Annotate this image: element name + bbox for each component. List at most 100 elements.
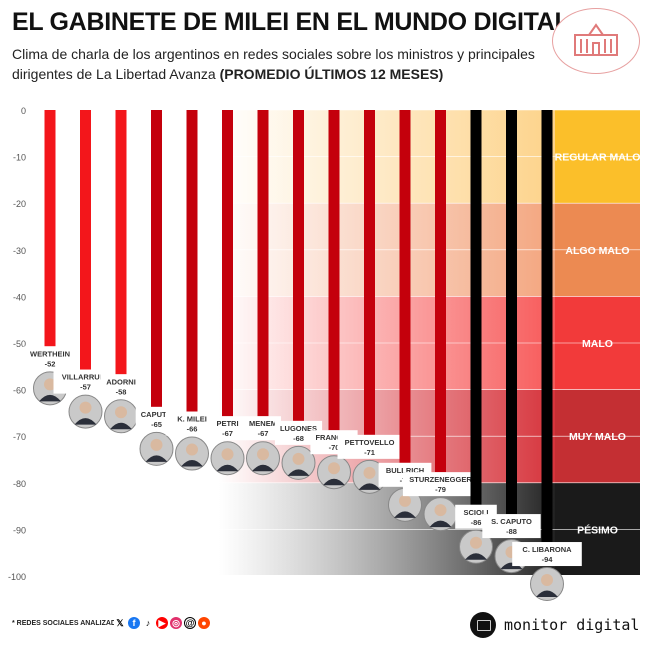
bar <box>541 110 553 543</box>
y-tick-label: -90 <box>13 525 26 535</box>
bar-value-label: -88 <box>506 527 517 536</box>
avatar-head <box>186 443 198 456</box>
bar-value-label: -52 <box>45 359 56 368</box>
avatar-body <box>145 455 168 462</box>
bar <box>257 110 269 417</box>
avatar-body <box>74 418 97 425</box>
band-label: PÉSIMO <box>577 523 618 536</box>
bar-name-label: SCIOLI <box>463 508 488 517</box>
bar-label-box <box>23 346 77 371</box>
footnote: * REDES SOCIALES ANALIZADAS <box>12 620 126 627</box>
bar <box>115 110 127 375</box>
avatar-head <box>363 466 376 479</box>
bar-value-label: -58 <box>116 387 127 396</box>
avatar-body <box>287 469 310 476</box>
avatar-body <box>323 478 345 486</box>
brand-name: monitor digital <box>504 616 640 634</box>
bar <box>399 110 411 463</box>
bar-label-box <box>512 542 582 567</box>
page-title: EL GABINETE DE MILEI EN EL MUNDO DIGITAL <box>12 8 570 36</box>
bar-label-box <box>482 514 541 539</box>
bar-name-label: C. LIBARONA <box>522 545 572 554</box>
bar-name-label: MENEM <box>249 419 277 428</box>
avatar-head <box>257 448 269 461</box>
subtitle: Clima de charla de los argentinos en red… <box>12 44 552 84</box>
bar-name-label: K. MILEI <box>177 415 207 424</box>
bar-name-label: LUGONES <box>280 424 317 433</box>
social-icons: 𝕏 f ♪ ▶ ◎ @ ● <box>114 617 210 629</box>
bar-name-label: PETRI <box>216 419 238 428</box>
x-icon: 𝕏 <box>114 617 126 629</box>
avatar-body <box>536 590 558 598</box>
y-tick-label: -40 <box>13 292 26 302</box>
threads-icon: @ <box>184 617 196 629</box>
avatar-body <box>465 553 487 560</box>
avatar-body <box>110 422 132 430</box>
facebook-icon: f <box>128 617 140 629</box>
bar <box>80 110 91 370</box>
y-tick-label: -100 <box>8 572 26 582</box>
bar-name-label: CAPUTO <box>141 410 173 419</box>
avatar-head <box>150 438 163 451</box>
band-label: ALGO MALO <box>565 245 629 257</box>
bar-label-box <box>337 434 402 459</box>
bar-value-label: -67 <box>258 429 269 438</box>
bar-label-box <box>100 374 142 399</box>
avatar-head <box>470 536 482 549</box>
y-tick-label: -80 <box>13 479 26 489</box>
bar-value-label: -70 <box>329 443 340 452</box>
avatar-head <box>292 452 305 465</box>
bar-value-label: -68 <box>293 434 304 443</box>
bar <box>222 110 233 417</box>
bar-name-label: S. CAPUTO <box>491 517 532 526</box>
avatar-body <box>429 520 452 528</box>
y-tick-label: -50 <box>13 339 26 349</box>
bar-chart: REGULAR MALO ALGO MALO MALO MUY MALO PÉSIMO 0… <box>8 106 641 602</box>
bar-name-label: ADORNI <box>106 377 136 386</box>
avatar-body <box>394 511 416 518</box>
youtube-icon: ▶ <box>156 617 168 629</box>
bar-value-label: -79 <box>435 485 446 494</box>
avatar-head <box>399 494 411 507</box>
y-tick-label: -10 <box>13 153 26 163</box>
bar <box>364 110 375 435</box>
bar-name-label: BULLRICH <box>386 466 424 475</box>
avatar-head <box>221 448 234 461</box>
avatar-head <box>79 401 92 414</box>
avatar-head <box>541 574 553 587</box>
bar-label-box <box>402 472 479 497</box>
y-tick-label: -20 <box>13 199 26 209</box>
subtitle-bold: (PROMEDIO ÚLTIMOS 12 MESES) <box>219 66 444 82</box>
avatar-body <box>181 460 203 467</box>
instagram-icon: ◎ <box>170 617 182 629</box>
subtitle-text: Clima de charla de los argentinos en red… <box>12 46 535 82</box>
avatar-body <box>39 394 61 402</box>
bar-name-label: STURZENEGGER <box>409 475 472 484</box>
y-tick-label: 0 <box>21 106 26 116</box>
tiktok-icon: ♪ <box>142 617 154 629</box>
bar-value-label: -66 <box>187 425 198 434</box>
bar-name-label: PETTOVELLO <box>345 438 395 447</box>
monitor-icon <box>470 612 496 638</box>
bar-name-label: VILLARRUEL <box>62 373 110 382</box>
bar <box>470 110 482 505</box>
bar <box>44 110 56 347</box>
bar-value-label: -86 <box>471 518 482 527</box>
y-tick-label: -70 <box>13 432 26 442</box>
bar <box>186 110 198 412</box>
avatar-head <box>44 378 56 391</box>
band-label: REGULAR MALO <box>555 152 641 164</box>
bar-value-label: -67 <box>222 429 233 438</box>
bar-value-label: -94 <box>542 555 554 564</box>
y-tick-label: -30 <box>13 246 26 256</box>
bar-value-label: -71 <box>364 448 375 457</box>
avatar-head <box>115 406 127 419</box>
reddit-icon: ● <box>198 617 210 629</box>
avatar-body <box>358 483 381 490</box>
bar <box>506 110 517 515</box>
bar-name-label: WERTHEIN <box>30 349 70 358</box>
avatar-body <box>252 464 274 472</box>
bar <box>293 110 304 421</box>
bar-value-label: -65 <box>151 420 162 429</box>
avatar-head <box>328 462 340 475</box>
